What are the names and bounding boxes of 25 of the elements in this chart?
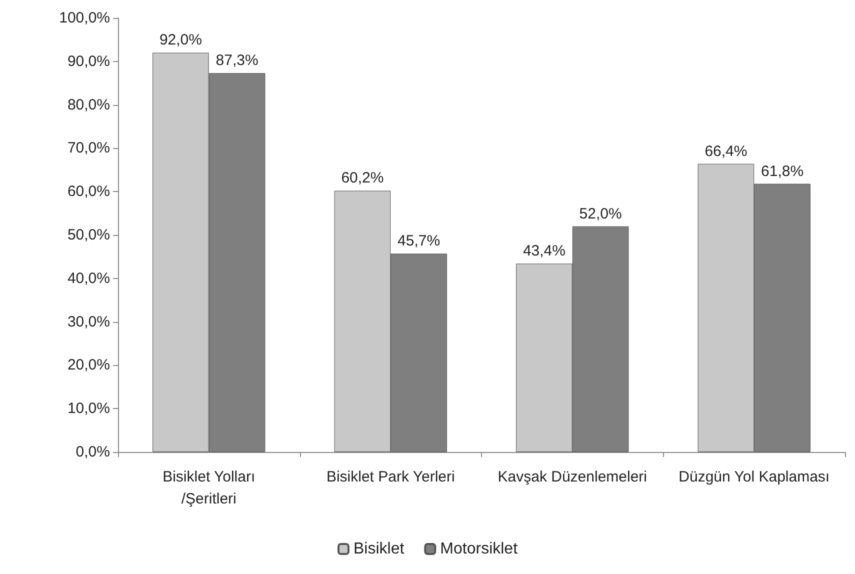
y-tick-label: 10,0% [67, 400, 110, 418]
y-tick-label: 20,0% [67, 356, 110, 374]
y-tick-label: 40,0% [67, 270, 110, 287]
data-label: 52,0% [579, 205, 622, 222]
data-label: 61,8% [761, 162, 804, 180]
y-tick-label: 0,0% [76, 444, 110, 460]
data-label: 92,0% [159, 32, 202, 49]
legend-label: Motorsiklet [440, 540, 518, 558]
y-tick-label: 70,0% [67, 140, 110, 157]
y-tick-label: 50,0% [67, 226, 110, 244]
data-label: 45,7% [398, 232, 440, 250]
data-label: 43,4% [522, 242, 566, 260]
data-label: 87,3% [216, 52, 258, 70]
x-tick-label: Kavşak Düzenlemeleri [498, 468, 647, 486]
x-tick-label: Düzgün Yol Kaplaması [678, 468, 830, 486]
x-tick-label: Bisiklet Yolları /Şeritleri [162, 468, 256, 508]
y-tick-label: 100,0% [59, 10, 110, 26]
data-label: 60,2% [341, 170, 384, 187]
legend-label: Bisiklet [353, 540, 405, 558]
y-tick-label: 60,0% [67, 183, 110, 200]
y-tick-label: 80,0% [67, 96, 110, 114]
x-tick-label: Bisiklet Park Yerleri [326, 468, 455, 486]
y-tick-label: 90,0% [67, 52, 110, 70]
y-tick-label: 30,0% [67, 313, 110, 330]
data-label: 66,4% [704, 142, 748, 160]
